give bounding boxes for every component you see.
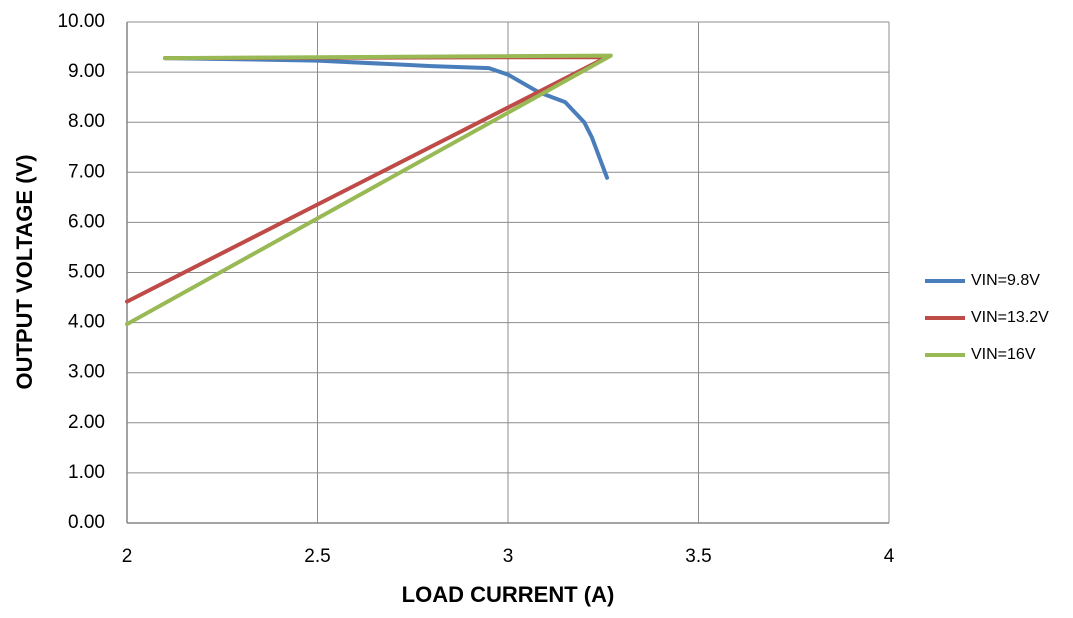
series-line: [125, 53, 613, 327]
legend-label: VIN=9.8V: [971, 272, 1040, 289]
legend-label: VIN=13.2V: [971, 309, 1049, 326]
y-tick-label: 7.00: [68, 161, 105, 182]
x-tick-label: 3.5: [685, 546, 711, 567]
legend-label: VIN=16V: [971, 346, 1036, 363]
y-tick-label: 8.00: [68, 111, 105, 132]
y-tick-label: 6.00: [68, 211, 105, 232]
y-tick-label: 10.00: [57, 11, 105, 32]
series-line: [125, 55, 610, 304]
x-axis-title: LOAD CURRENT (A): [402, 582, 615, 607]
y-axis-title: OUTPUT VOLTAGE (V): [12, 154, 37, 389]
series-line: [163, 56, 610, 180]
y-tick-label: 5.00: [68, 262, 105, 283]
x-tick-label: 3: [503, 546, 514, 567]
y-tick-label: 0.00: [68, 512, 105, 533]
y-tick-label: 9.00: [68, 61, 105, 82]
x-tick-label: 2.5: [304, 546, 330, 567]
y-tick-label: 2.00: [68, 412, 105, 433]
y-tick-label: 3.00: [68, 362, 105, 383]
y-tick-label: 1.00: [68, 462, 105, 483]
y-tick-label: 4.00: [68, 312, 105, 333]
x-tick-label: 4: [884, 546, 895, 567]
x-tick-label: 2: [122, 546, 133, 567]
